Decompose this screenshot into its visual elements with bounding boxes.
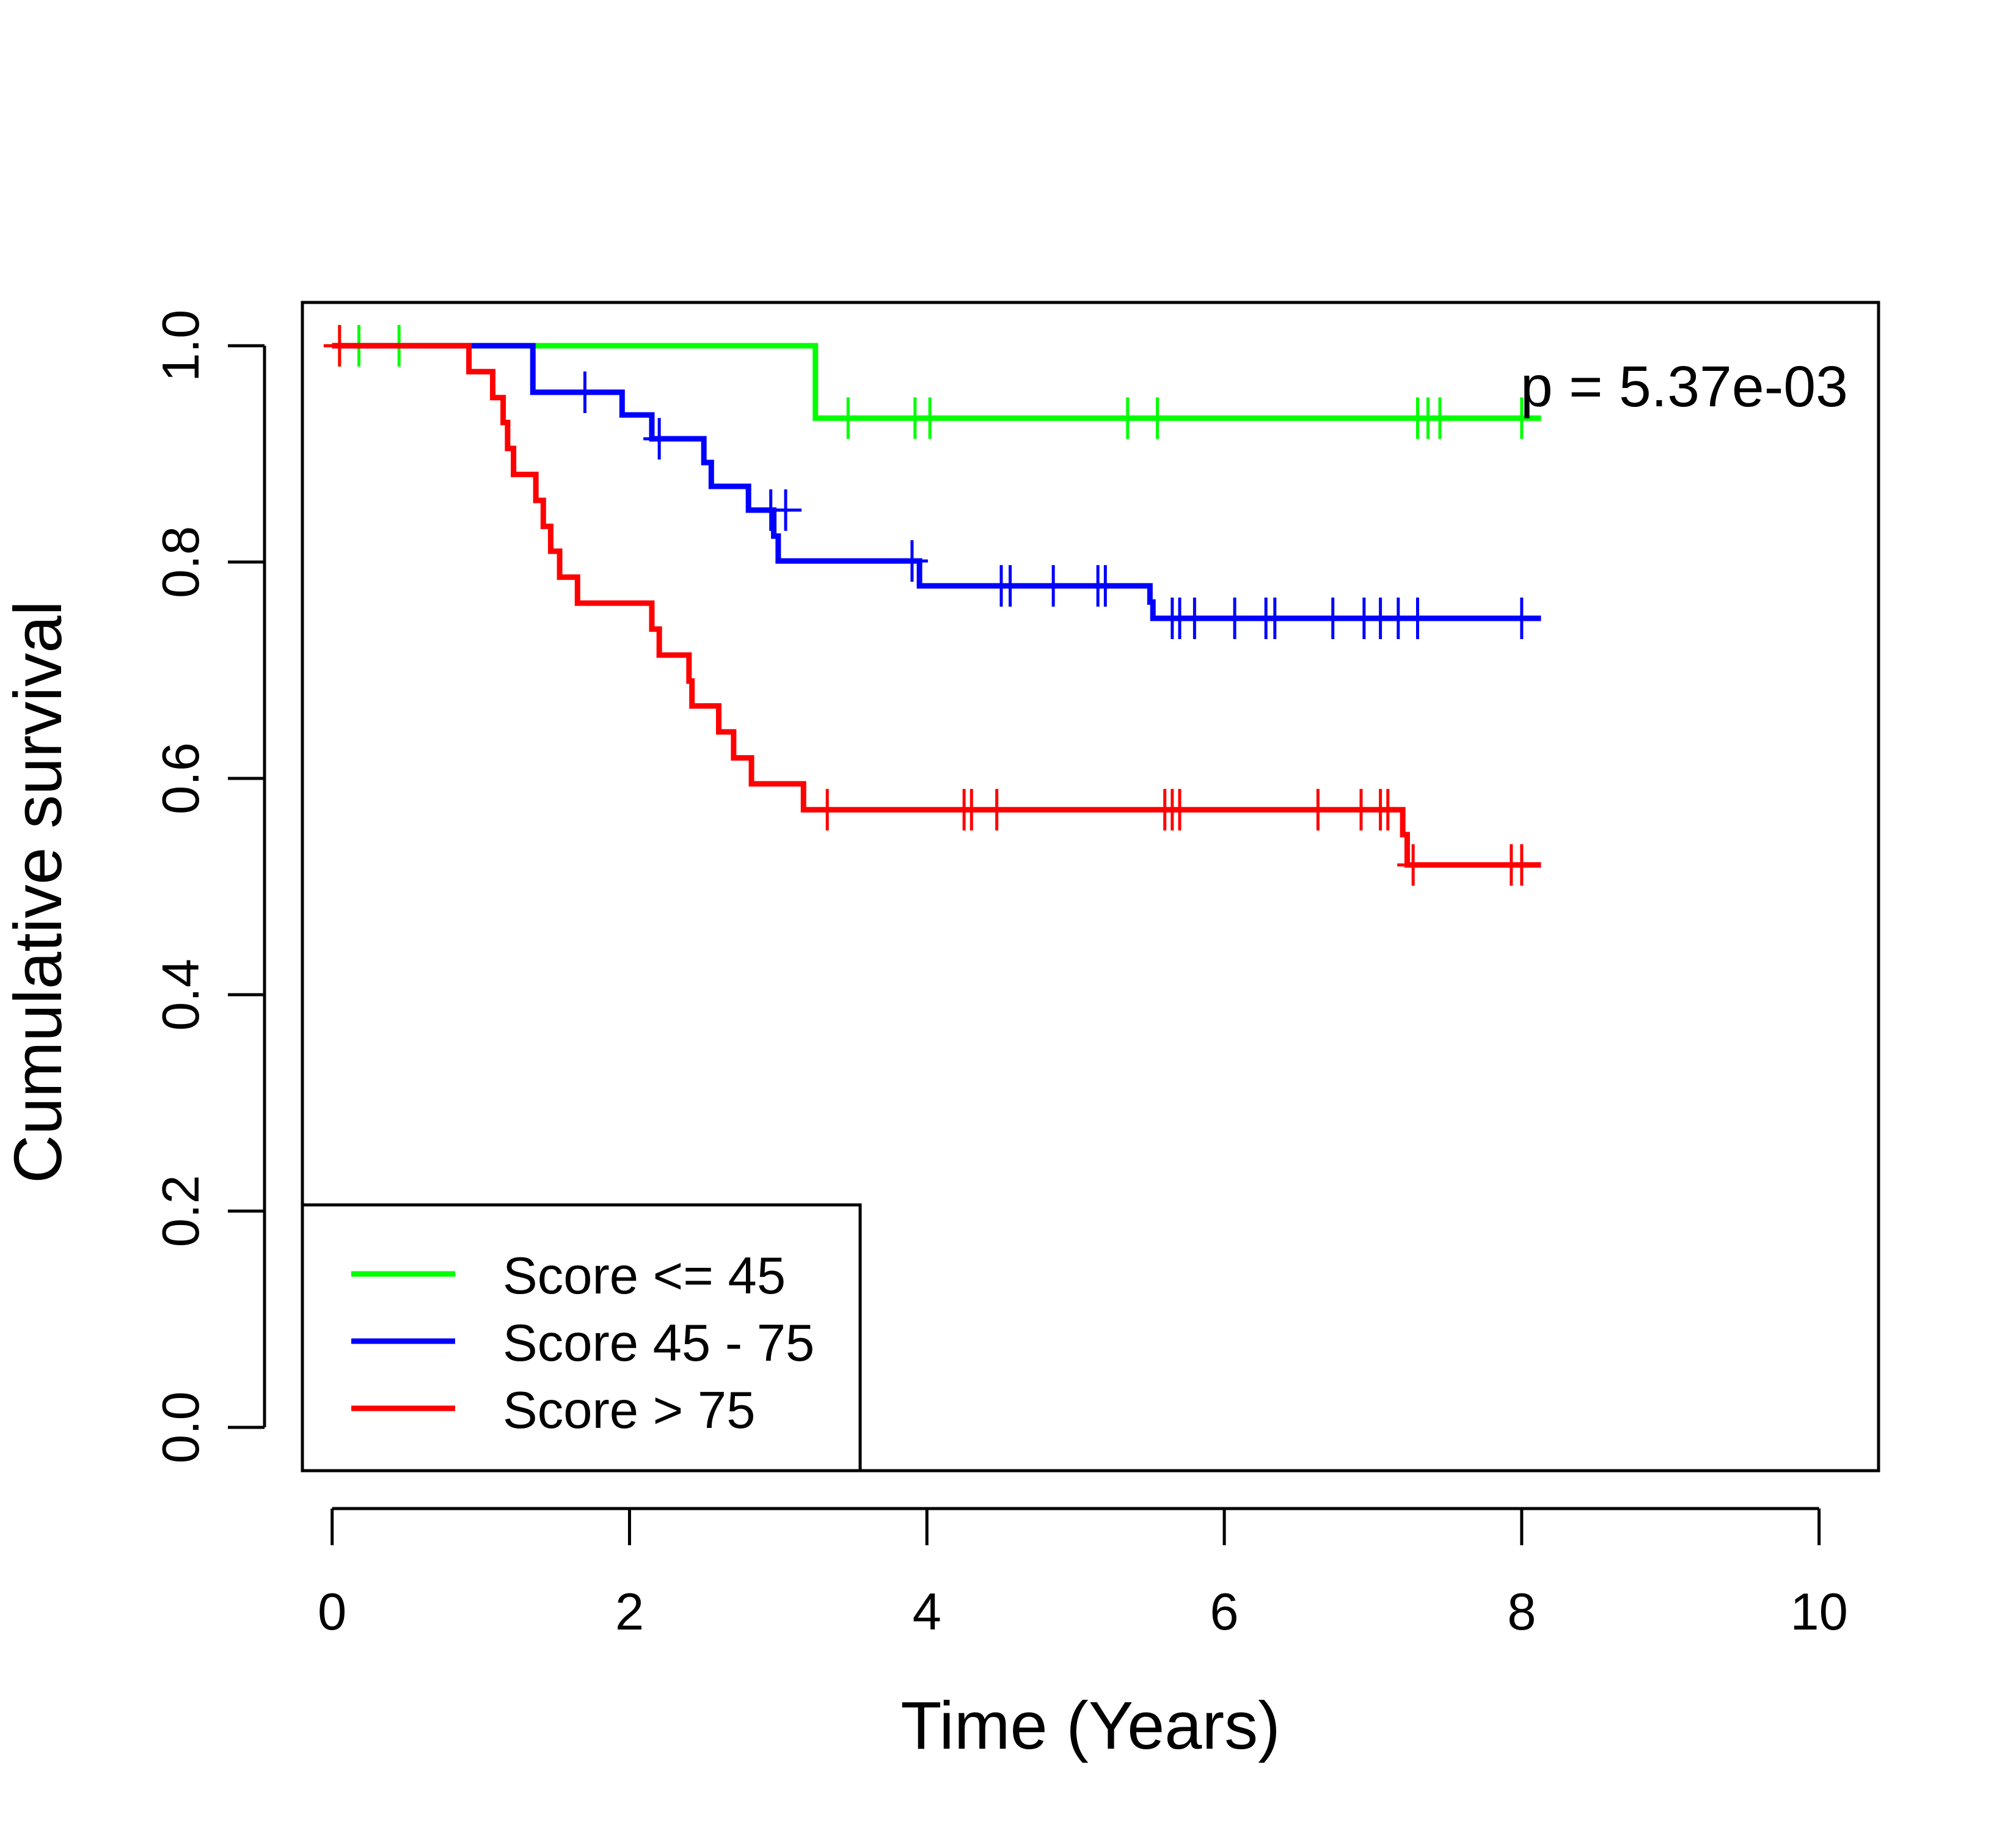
x-tick-label: 4 <box>913 1583 941 1641</box>
legend-label-score-le-45: Score <= 45 <box>503 1247 786 1305</box>
survival-curve-score-gt-75 <box>332 343 1541 868</box>
series-score-gt-75 <box>323 324 1541 886</box>
plot-frame <box>301 301 1880 1473</box>
x-tick-label: 8 <box>1507 1583 1536 1641</box>
p-value-annotation: p = 5.37e-03 <box>1521 354 1848 419</box>
y-tick-label: 1.0 <box>152 310 210 382</box>
series-score-45-75 <box>332 343 1541 639</box>
x-axis-label: Time (Years) <box>900 1688 1280 1763</box>
y-tick-label: 0.6 <box>152 742 210 814</box>
survival-curve-score-le-45 <box>332 343 1541 421</box>
y-axis-label: Cumulative survival <box>1 601 76 1184</box>
legend-label-score-45-75: Score 45 - 75 <box>503 1314 814 1372</box>
y-tick-label: 0.0 <box>152 1391 210 1463</box>
survival-curve-score-45-75 <box>332 343 1541 621</box>
y-tick-label: 0.4 <box>152 959 210 1031</box>
x-axis: 0 2 4 6 8 10 <box>318 1507 1848 1641</box>
legend: Score <= 45 Score 45 - 75 Score > 75 <box>301 1203 862 1473</box>
x-tick-label: 10 <box>1790 1583 1848 1641</box>
x-tick-label: 0 <box>318 1583 346 1641</box>
x-tick-label: 2 <box>615 1583 644 1641</box>
y-tick-label: 0.2 <box>152 1175 210 1247</box>
legend-label-score-gt-75: Score > 75 <box>503 1381 755 1440</box>
x-tick-label: 6 <box>1210 1583 1238 1641</box>
y-axis: 0.0 0.2 0.4 0.6 0.8 1.0 <box>152 310 266 1463</box>
legend-box <box>301 1203 862 1473</box>
series-layer <box>323 324 1541 886</box>
y-tick-label: 0.8 <box>152 526 210 598</box>
